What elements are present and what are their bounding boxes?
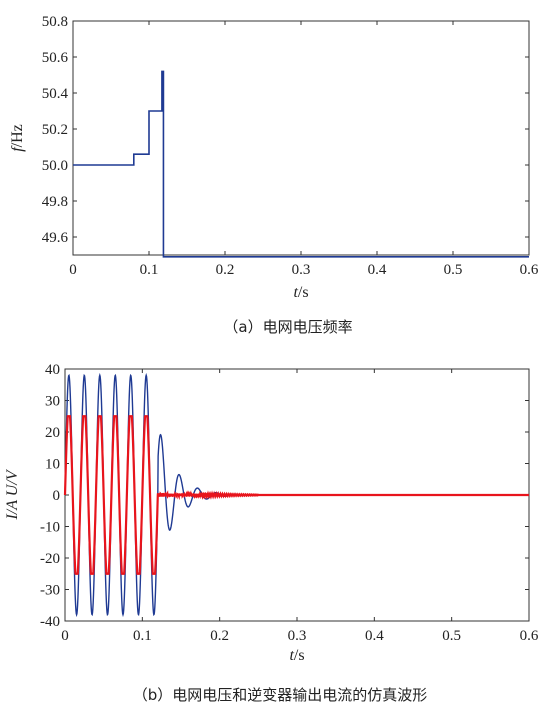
chart-b-xtick-label: 0.1 [133,628,152,644]
chart-b-xtick-label: 0 [61,628,69,644]
chart-a-ticks: 0 0.1 0.2 0.3 0.4 0.5 0.6 50.8 50.6 50.4 50.2 50.0 4… [42,14,539,278]
chart-b-ytick-label: 20 [45,425,60,441]
chart-a-ytick-label: 50.6 [42,50,69,66]
chart-b-ytick-label: -10 [40,520,60,536]
chart-b-ytick-label: -30 [40,583,60,599]
chart-b-ytick-label: 0 [53,488,61,504]
chart-b-xtick-label: 0.3 [288,628,307,644]
chart-b-ytick-label: 40 [45,362,60,378]
chart-a-plot-frame [72,20,530,256]
chart-a-xtick-label: 0.3 [292,262,311,278]
chart-a-ytick-label: 50.0 [42,158,68,174]
chart-b-caption: （b）电网电压和逆变器输出电流的仿真波形 [133,686,428,704]
chart-b-current-line [63,415,529,575]
chart-a-ytick-label: 50.2 [42,122,68,138]
chart-b-xtick-label: 0.4 [365,628,384,644]
chart-a-xtick-label: 0.5 [444,262,463,278]
chart-a-ytick-label: 49.8 [42,194,68,210]
chart-a-frequency-line [73,70,529,258]
chart-b-ytick-label: -40 [40,614,60,630]
chart-a-ytick-label: 49.6 [42,230,69,246]
chart-a-xtick-label: 0 [69,262,77,278]
chart-b-xtick-label: 0.2 [210,628,229,644]
chart-a-xtick-label: 0.2 [216,262,235,278]
chart-a-xtick-label: 0.4 [368,262,387,278]
chart-a: 0 0.1 0.2 0.3 0.4 0.5 0.6 50.8 50.6 50.4 50.2 50.0 4… [9,14,539,336]
chart-a-xtick-label: 0.1 [140,262,159,278]
chart-b-xtick-label: 0.5 [442,628,461,644]
chart-a-xtick-label: 0.6 [520,262,539,278]
chart-b-ytick-label: -20 [40,551,60,567]
chart-b-ticks: 0 0.1 0.2 0.3 0.4 0.5 0.6 40 30 20 10 0 -10 -20 -30 -40 [40,362,539,644]
chart-b-xlabel: t/s [289,647,304,664]
chart-a-ylabel: f/Hz [9,124,26,152]
chart-b: 0 0.1 0.2 0.3 0.4 0.5 0.6 40 30 20 10 0 -10 -20 -30 -40… [4,362,539,704]
chart-a-ytick-label: 50.4 [42,86,69,102]
chart-a-caption: （a）电网电压频率 [223,318,352,336]
chart-b-ytick-label: 30 [45,394,60,410]
chart-a-ytick-label: 50.8 [42,14,68,30]
chart-b-xtick-label: 0.6 [520,628,539,644]
chart-b-ytick-label: 10 [45,457,60,473]
chart-a-xlabel: t/s [293,284,308,301]
chart-b-ylabel: I/A U/V [4,468,21,520]
